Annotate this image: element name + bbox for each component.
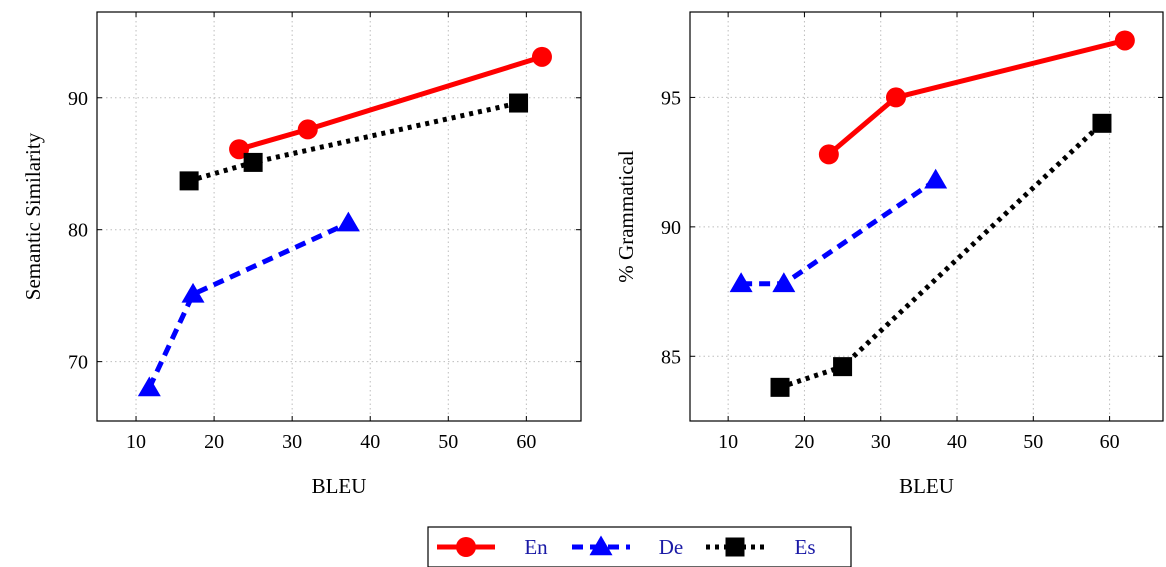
y-tick-label: 80 bbox=[68, 220, 88, 242]
series-line-en bbox=[827, 38, 1126, 157]
data-point-en bbox=[297, 119, 318, 140]
legend: En De Es bbox=[427, 526, 852, 567]
y-tick-label: 85 bbox=[661, 346, 681, 368]
y-tick-label: 70 bbox=[68, 352, 88, 374]
y-tick-label: 90 bbox=[68, 88, 88, 110]
data-point-es bbox=[1092, 113, 1112, 133]
x-tick-label: 10 bbox=[718, 431, 738, 453]
x-tick-label: 20 bbox=[204, 431, 224, 453]
plot-frame bbox=[689, 11, 1164, 422]
data-point-en bbox=[531, 46, 552, 67]
data-point-es bbox=[179, 171, 199, 191]
data-point-es bbox=[509, 93, 529, 113]
legend-label-es: Es bbox=[795, 535, 816, 559]
legend-label-en: En bbox=[524, 535, 548, 559]
y-axis-title: Semantic Similarity bbox=[21, 132, 45, 300]
y-axis-title: % Grammatical bbox=[614, 150, 638, 283]
x-tick-label: 60 bbox=[516, 431, 536, 453]
legend-marker-en bbox=[456, 537, 476, 557]
data-point-de bbox=[336, 211, 360, 232]
x-tick-label: 30 bbox=[282, 431, 302, 453]
legend-label-de: De bbox=[659, 535, 684, 559]
data-point-de bbox=[137, 376, 161, 397]
series-line-en bbox=[238, 54, 543, 152]
series-line-de bbox=[741, 178, 938, 287]
data-point-es bbox=[833, 357, 853, 377]
x-axis-title: BLEU bbox=[899, 474, 954, 498]
legend-marker-es bbox=[725, 537, 745, 557]
data-point-en bbox=[818, 144, 839, 165]
data-point-es bbox=[770, 377, 790, 397]
x-tick-label: 60 bbox=[1100, 431, 1120, 453]
semantic-similarity-plot: 10 20 30 40 50 60 70 80 90 BLEU Semantic Similarit… bbox=[21, 11, 582, 498]
y-tick-label: 95 bbox=[661, 87, 681, 109]
x-axis-title: BLEU bbox=[312, 474, 367, 498]
plot-frame bbox=[96, 11, 582, 422]
y-tick-label: 90 bbox=[661, 217, 681, 239]
x-tick-label: 10 bbox=[126, 431, 146, 453]
legend-marker-de bbox=[589, 535, 613, 556]
x-tick-label: 40 bbox=[360, 431, 380, 453]
data-point-de bbox=[772, 272, 796, 293]
x-tick-label: 50 bbox=[438, 431, 458, 453]
data-point-es bbox=[243, 152, 263, 172]
x-tick-label: 30 bbox=[871, 431, 891, 453]
x-tick-label: 20 bbox=[794, 431, 814, 453]
grammatical-plot: 10 20 30 40 50 60 85 90 95 BLEU % Grammatical bbox=[614, 11, 1164, 498]
data-point-en bbox=[1114, 30, 1135, 51]
data-point-en bbox=[885, 87, 906, 108]
data-point-de bbox=[924, 168, 948, 189]
series-line-de bbox=[147, 220, 350, 390]
x-tick-label: 40 bbox=[947, 431, 967, 453]
data-point-de bbox=[181, 282, 205, 303]
data-point-de bbox=[729, 272, 753, 293]
x-tick-label: 50 bbox=[1023, 431, 1043, 453]
legend-box bbox=[427, 526, 852, 567]
